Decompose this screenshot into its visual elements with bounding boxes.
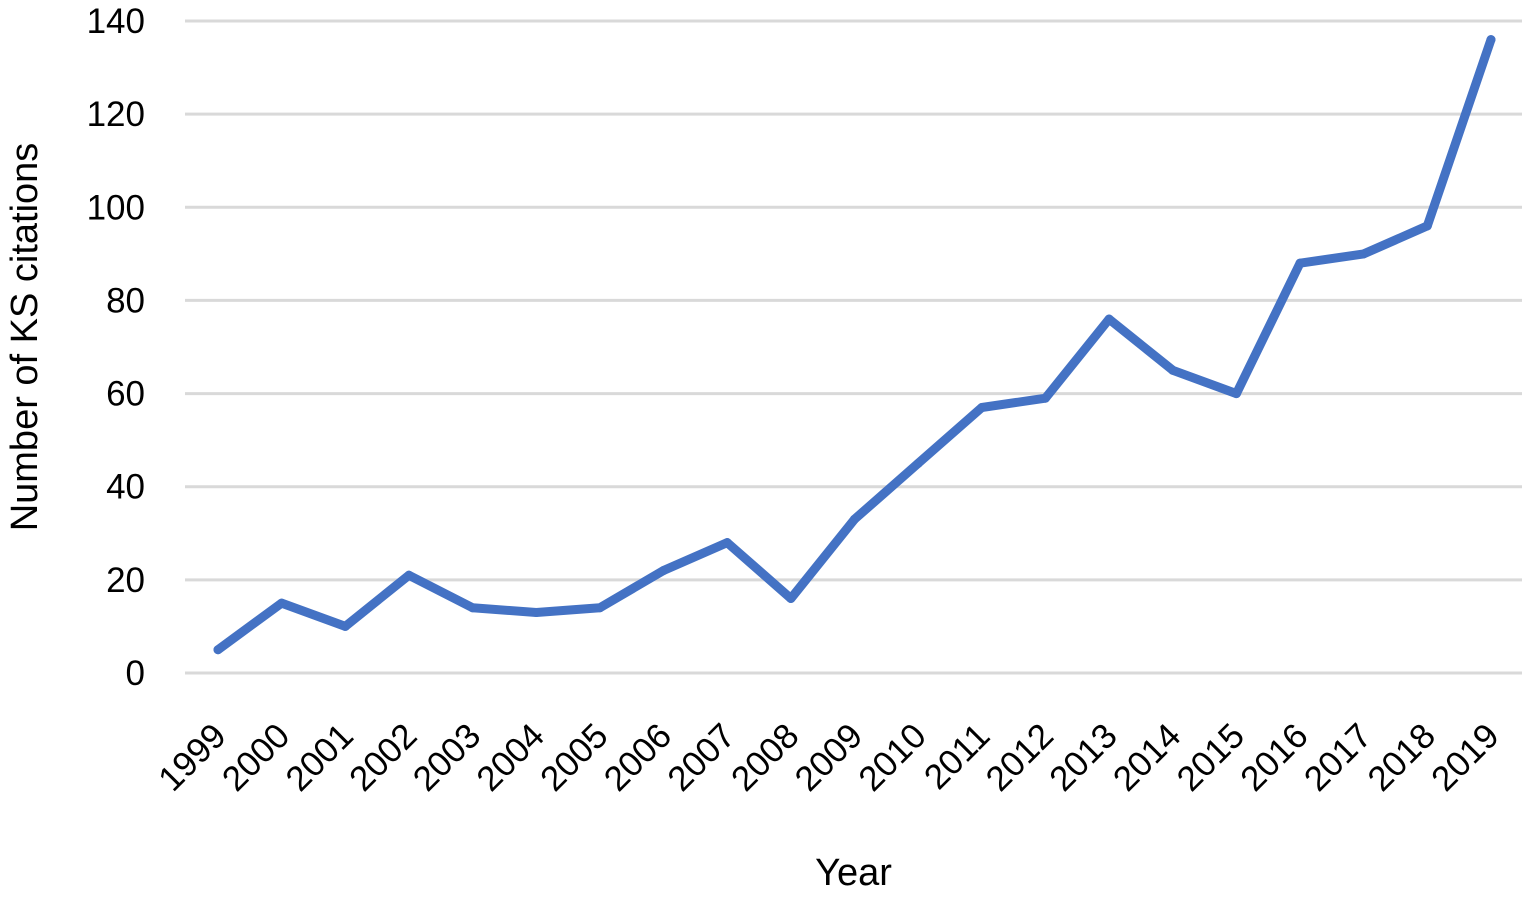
x-tick-label: 2003 xyxy=(406,716,489,799)
data-point xyxy=(786,593,796,603)
y-tick-label: 80 xyxy=(106,281,145,320)
x-tick-label: 2016 xyxy=(1233,716,1316,799)
series-line-0 xyxy=(213,35,1496,655)
y-tick-label: 0 xyxy=(126,654,145,693)
x-tick-label: 2004 xyxy=(469,716,552,799)
data-point xyxy=(1359,249,1369,259)
y-tick-label: 100 xyxy=(87,188,145,227)
data-point xyxy=(404,570,414,580)
y-axis-tick-labels: 0 20 40 60 80 100 120 140 xyxy=(87,2,145,693)
series-lines xyxy=(213,35,1496,655)
x-tick-label: 2007 xyxy=(660,716,743,799)
x-tick-label: 2009 xyxy=(788,716,871,799)
data-point xyxy=(595,603,605,613)
y-tick-label: 20 xyxy=(106,561,145,600)
x-tick-label: 2017 xyxy=(1297,716,1380,799)
x-tick-label: 2010 xyxy=(851,716,934,799)
data-point xyxy=(531,607,541,617)
y-axis-title: Number of KS citations xyxy=(4,143,46,532)
x-tick-label: 2006 xyxy=(597,716,680,799)
data-point xyxy=(1422,221,1432,231)
x-tick-label: 2002 xyxy=(342,716,425,799)
x-tick-label: 2019 xyxy=(1424,716,1507,799)
x-tick-label: 2005 xyxy=(533,716,616,799)
x-tick-label: 2008 xyxy=(724,716,807,799)
data-point xyxy=(340,621,350,631)
x-axis-title: Year xyxy=(815,852,892,894)
y-tick-label: 40 xyxy=(106,468,145,507)
data-point xyxy=(1104,314,1114,324)
data-point xyxy=(213,645,223,655)
data-point xyxy=(722,538,732,548)
data-point xyxy=(913,458,923,468)
x-tick-label: 2013 xyxy=(1042,716,1125,799)
data-point xyxy=(659,566,669,576)
data-point xyxy=(1486,35,1496,45)
data-point xyxy=(977,403,987,413)
x-tick-label: 2014 xyxy=(1106,716,1189,799)
data-point xyxy=(1295,258,1305,268)
x-tick-label: 1999 xyxy=(151,716,234,799)
y-tick-label: 140 xyxy=(87,2,145,41)
data-point xyxy=(468,603,478,613)
data-point xyxy=(1231,389,1241,399)
data-point xyxy=(1168,365,1178,375)
x-tick-label: 2018 xyxy=(1360,716,1443,799)
data-point xyxy=(850,514,859,524)
x-tick-label: 2001 xyxy=(278,716,361,799)
x-axis-tick-labels: 1999200020012002200320042005200620072008… xyxy=(151,716,1507,799)
data-point xyxy=(277,598,287,608)
gridlines xyxy=(185,19,1522,675)
y-tick-label: 120 xyxy=(87,95,145,134)
y-tick-label: 60 xyxy=(106,375,145,414)
x-tick-label: 2015 xyxy=(1169,716,1252,799)
data-point xyxy=(1040,393,1050,403)
x-tick-label: 2011 xyxy=(917,716,998,797)
x-tick-label: 2000 xyxy=(215,716,298,799)
x-tick-label: 2012 xyxy=(978,716,1061,799)
